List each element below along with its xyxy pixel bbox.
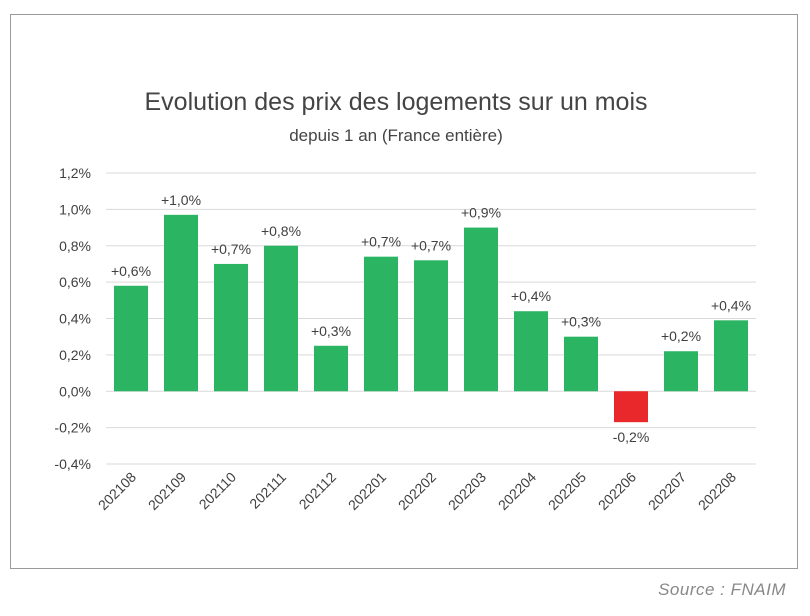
bar: [614, 391, 648, 423]
y-tick-label: 0,4%: [59, 311, 91, 327]
x-tick-label: 202206: [595, 469, 639, 513]
y-tick-label: -0,4%: [54, 456, 91, 472]
bar: [314, 345, 348, 392]
bar: [414, 260, 448, 392]
y-tick-label: 1,0%: [59, 201, 91, 217]
y-tick-label: 0,6%: [59, 274, 91, 290]
bar: [664, 351, 698, 392]
x-tick-label: 202109: [145, 469, 189, 513]
chart-title: Evolution des prix des logements sur un …: [144, 88, 648, 116]
bar: [264, 245, 298, 392]
bar: [714, 320, 748, 392]
y-tick-label: 1,2%: [59, 165, 91, 181]
data-label: +0,7%: [361, 234, 401, 250]
x-tick-label: 202208: [695, 469, 739, 513]
x-tick-label: 202204: [495, 469, 539, 513]
bar-chart: 1,2% 1,0% 0,8% 0,6% 0,4% 0,2% 0,0% -0,2% -0,4% +0…: [54, 165, 756, 513]
bar: [564, 336, 598, 392]
y-tick-label: 0,2%: [59, 347, 91, 363]
y-tick-label: -0,2%: [54, 420, 91, 436]
source-note: Source : FNAIM: [658, 580, 786, 599]
data-label: +1,0%: [161, 192, 201, 208]
data-label: +0,7%: [211, 241, 251, 257]
y-tick-label: 0,0%: [59, 383, 91, 399]
data-label: +0,6%: [111, 263, 151, 279]
data-label: +0,9%: [461, 205, 501, 221]
x-tick-label: 202207: [645, 469, 689, 513]
data-label: -0,2%: [613, 429, 650, 445]
x-tick-label: 202111: [246, 469, 289, 512]
x-tick-label: 202110: [196, 469, 240, 513]
bar: [114, 285, 148, 392]
bar: [514, 311, 548, 392]
chart-frame: Evolution des prix des logements sur un …: [10, 14, 798, 569]
x-tick-label: 202108: [95, 469, 139, 513]
chart-subtitle: depuis 1 an (France entière): [289, 126, 503, 145]
bar: [164, 214, 198, 392]
data-label: +0,7%: [411, 237, 451, 253]
bar: [464, 227, 498, 392]
bar: [214, 263, 248, 392]
y-tick-label: 0,8%: [59, 238, 91, 254]
data-label: +0,4%: [711, 297, 751, 313]
x-tick-label: 202201: [345, 469, 389, 513]
x-tick-label: 202203: [445, 469, 489, 513]
data-label: +0,4%: [511, 288, 551, 304]
x-tick-label: 202112: [296, 469, 340, 513]
data-label: +0,8%: [261, 223, 301, 239]
data-label: +0,2%: [661, 328, 701, 344]
x-tick-label: 202202: [395, 469, 439, 513]
data-label: +0,3%: [311, 323, 351, 339]
data-label: +0,3%: [561, 314, 601, 330]
bar: [364, 256, 398, 392]
x-tick-label: 202205: [545, 469, 589, 513]
